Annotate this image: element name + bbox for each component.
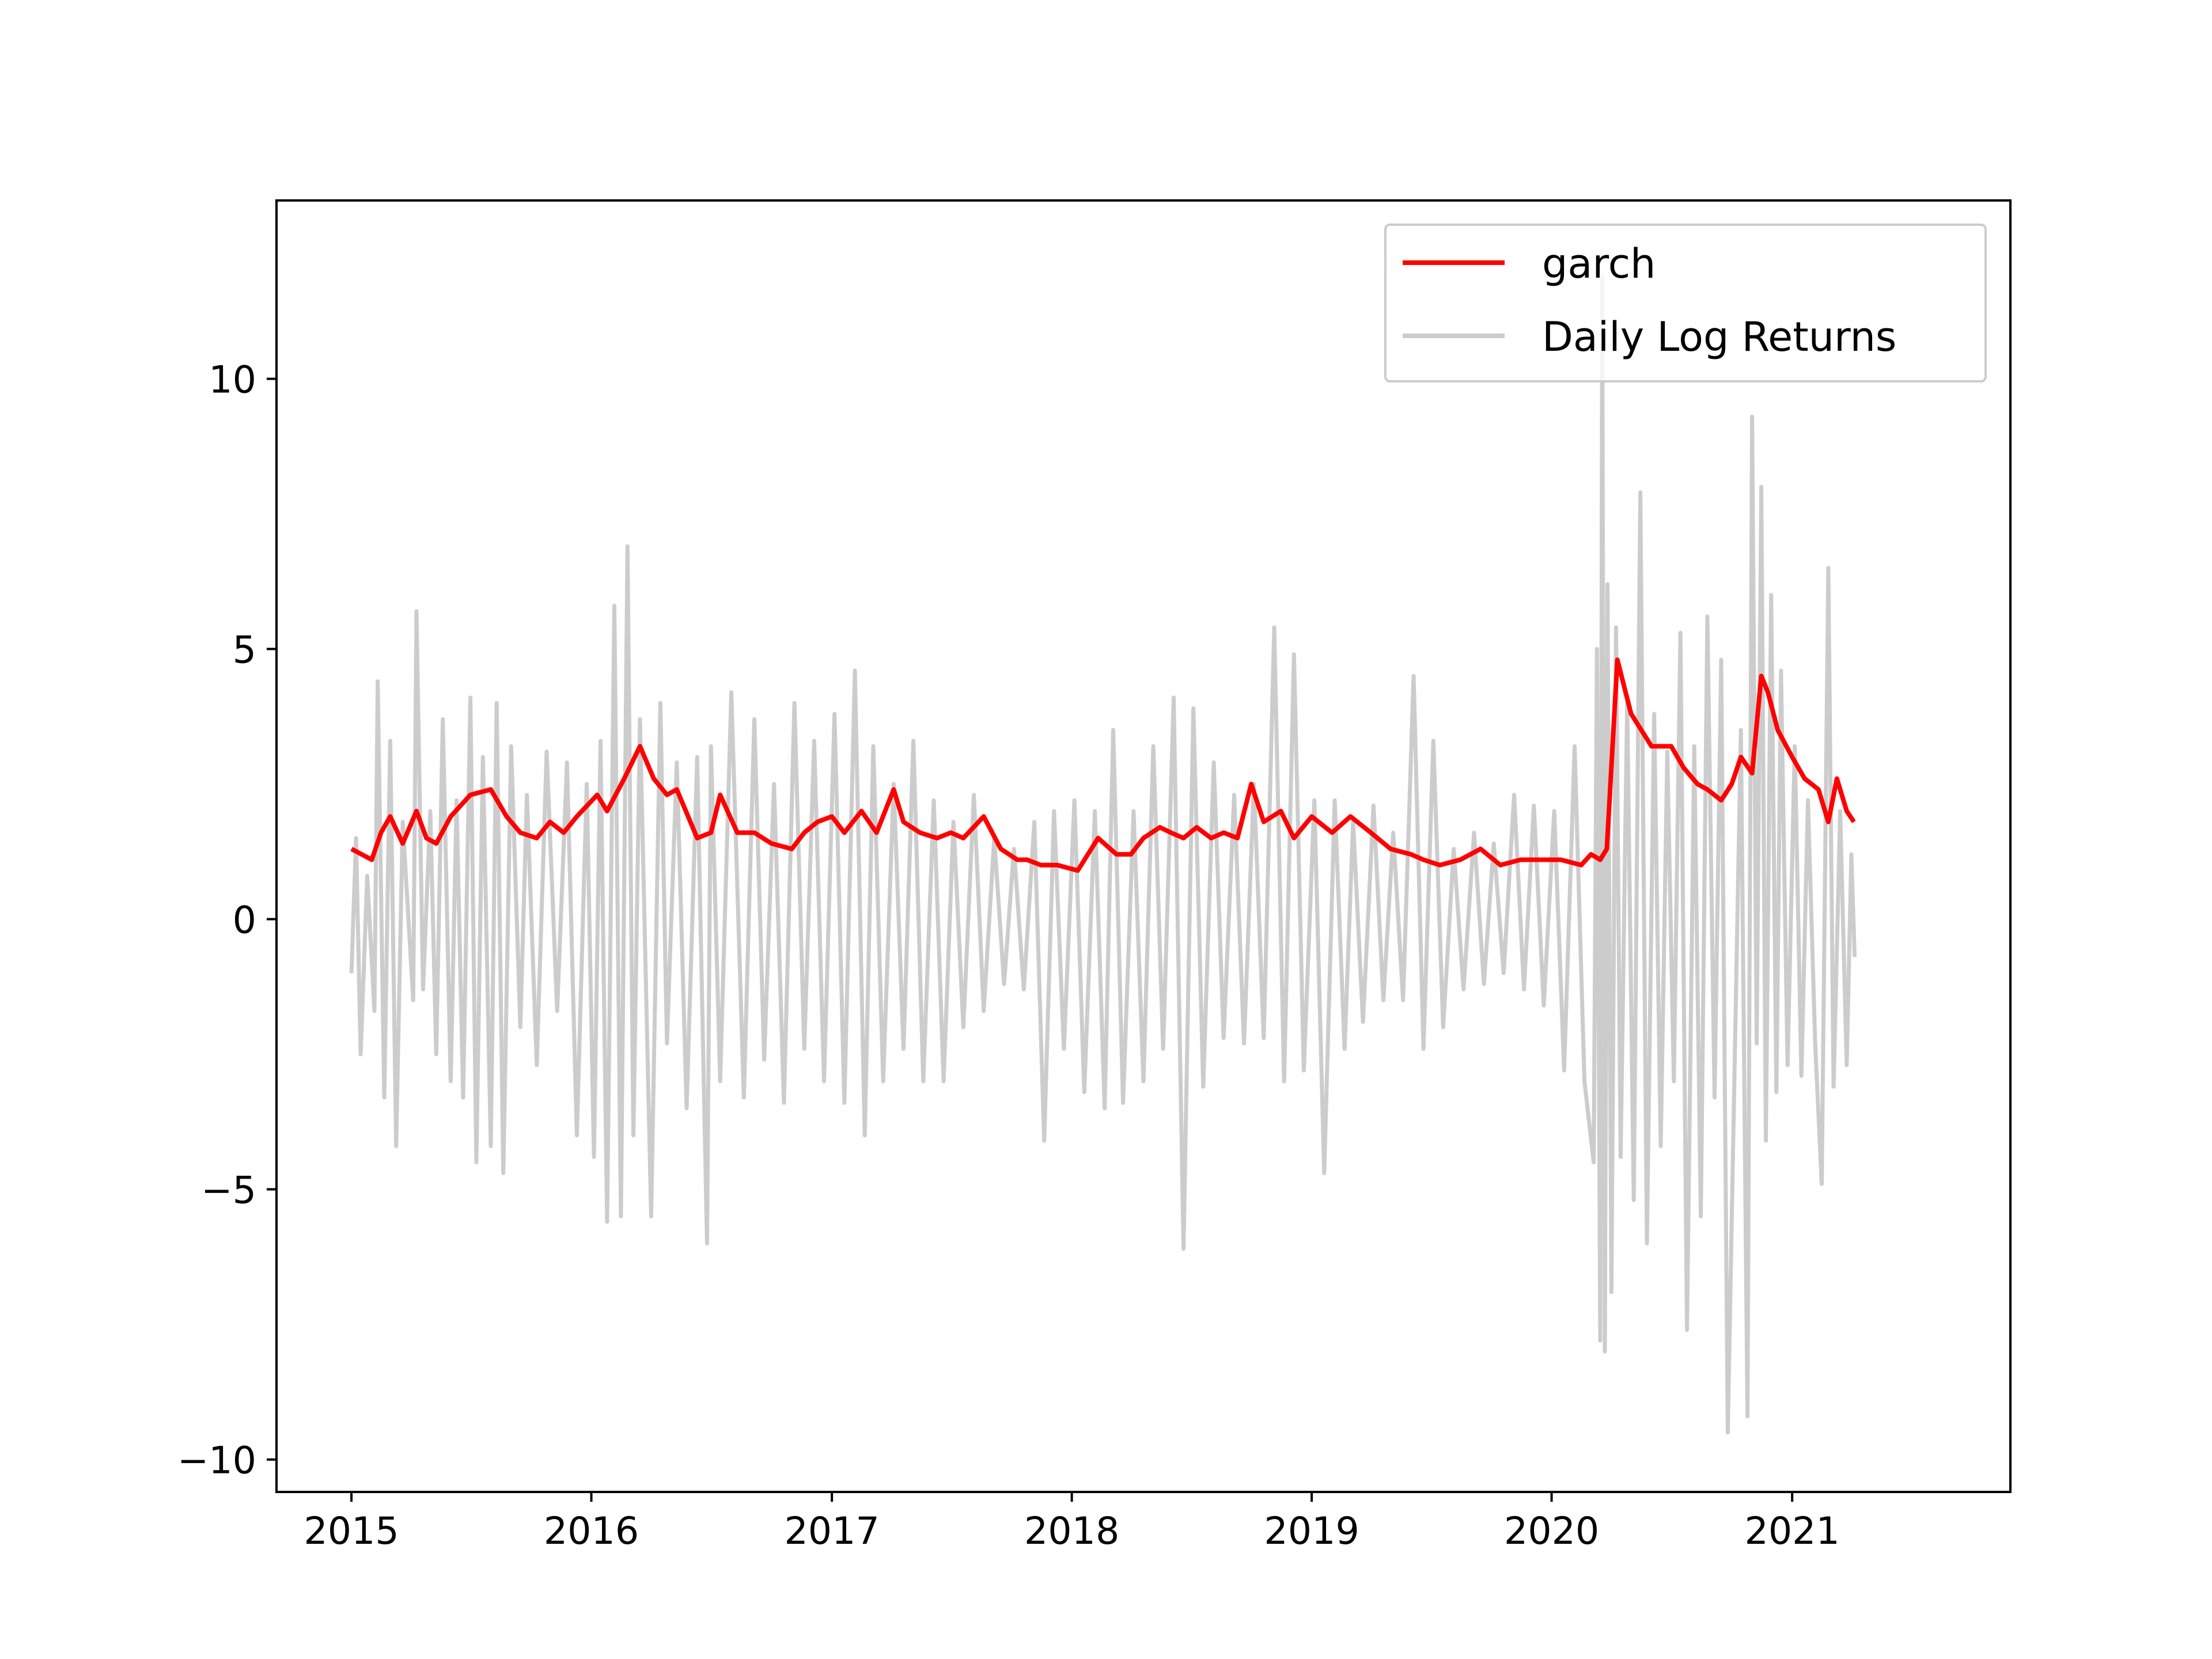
- series-line-garch: [350, 657, 1856, 873]
- x-tick-label-2017: 2017: [784, 1510, 879, 1553]
- y-axis: −10 −5 0 5 10: [177, 359, 276, 1483]
- x-tick-label-2016: 2016: [544, 1510, 639, 1553]
- x-tick-label-2019: 2019: [1264, 1510, 1359, 1553]
- series-line-daily-log-returns: [349, 274, 1857, 1435]
- x-tick-label-2021: 2021: [1744, 1510, 1839, 1553]
- y-tick-label: 5: [233, 629, 256, 672]
- y-tick-label: −10: [177, 1440, 256, 1483]
- y-tick-label: 10: [209, 359, 256, 402]
- legend-label-garch: garch: [1542, 240, 1656, 287]
- y-tick-label: 0: [233, 899, 256, 942]
- legend: garch Daily Log Returns: [1384, 224, 1987, 382]
- y-tick-label: −5: [201, 1169, 256, 1213]
- x-tick-label-2015: 2015: [304, 1510, 399, 1553]
- x-tick-label-2018: 2018: [1024, 1510, 1119, 1553]
- x-axis: 2015 2016 2017 2018 2019 2020 2021: [304, 1492, 1840, 1553]
- series-layer: [349, 274, 1857, 1435]
- legend-label-daily-log-returns: Daily Log Returns: [1542, 313, 1896, 361]
- legend-box: [1384, 224, 1987, 382]
- x-tick-label-2020: 2020: [1504, 1510, 1599, 1553]
- plot-frame: [275, 199, 2012, 1493]
